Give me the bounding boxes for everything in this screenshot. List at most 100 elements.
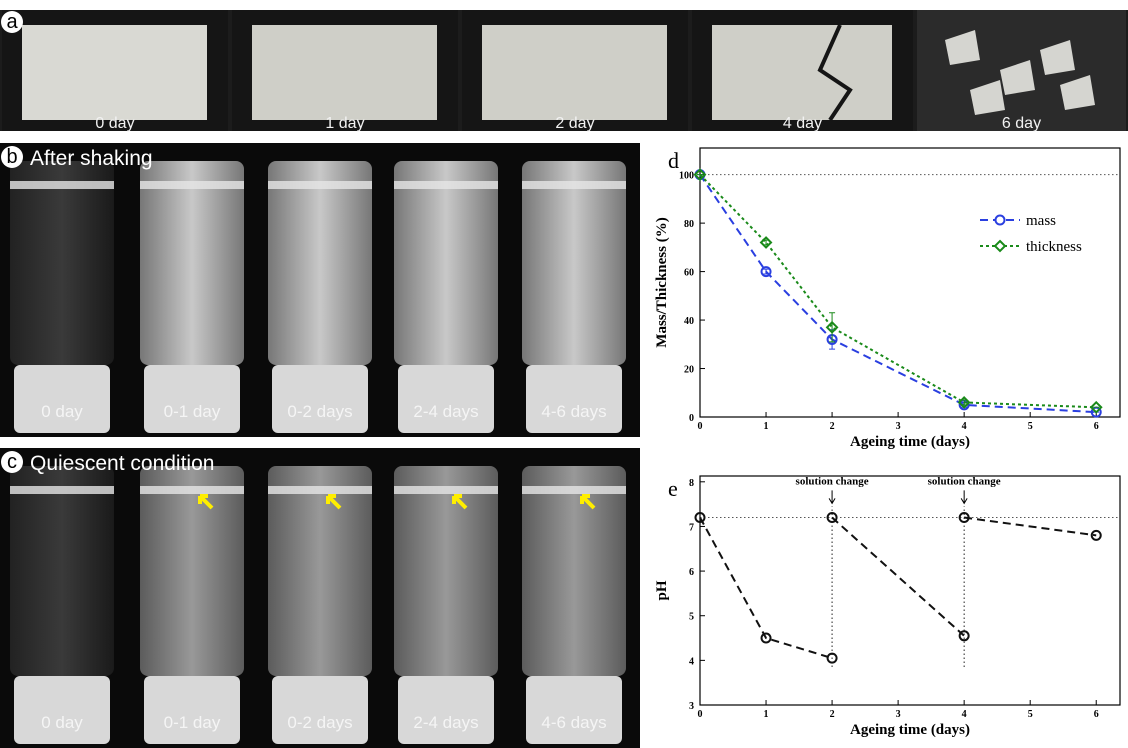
- marker: [825, 320, 839, 334]
- marker: [760, 632, 772, 644]
- x-tick-label: 6: [1094, 421, 1099, 432]
- marker: [693, 168, 707, 182]
- panel-title: After shaking: [30, 147, 153, 170]
- panel-letter-bg: [1, 451, 23, 473]
- panel-letter-bg: [1, 11, 23, 33]
- panel-letter: d: [668, 148, 679, 173]
- film-piece: [1060, 75, 1095, 110]
- film-piece: [1040, 40, 1075, 75]
- photo-caption: 1 day: [325, 115, 364, 132]
- marker: [694, 512, 706, 524]
- photo-caption: 2 day: [555, 115, 594, 132]
- vial-cap: [144, 676, 240, 744]
- y-tick-label: 40: [684, 316, 694, 327]
- panel-letter: b: [6, 146, 17, 168]
- vial-rim: [394, 486, 498, 494]
- film: [22, 25, 207, 120]
- legend-label: thickness: [1026, 239, 1082, 255]
- vial-cap: [144, 365, 240, 433]
- vial: [268, 161, 372, 365]
- legend-marker: [994, 214, 1006, 226]
- plot-frame: [699, 147, 1121, 418]
- legend-marker: [993, 239, 1007, 253]
- marker: [759, 236, 773, 249]
- legend-label: mass: [1026, 213, 1056, 229]
- marker: [1089, 400, 1103, 414]
- vial-rim: [140, 486, 244, 494]
- x-axis-label: Ageing time (days): [850, 722, 970, 738]
- y-tick-label: 100: [679, 171, 694, 182]
- photo-caption: 0-1 day: [164, 713, 221, 732]
- panel-letter: c: [7, 451, 17, 473]
- vial-rim: [394, 181, 498, 189]
- y-tick-label: 6: [689, 567, 694, 578]
- vial-cap: [398, 365, 494, 433]
- y-tick-label: 20: [684, 365, 694, 376]
- x-tick-label: 1: [764, 709, 769, 720]
- x-tick-label: 0: [698, 421, 703, 432]
- yellow-arrow: [580, 494, 596, 510]
- yellow-arrow: [198, 494, 214, 510]
- x-tick-label: 1: [764, 421, 769, 432]
- marker: [957, 396, 971, 409]
- annotation: solution change: [928, 475, 1001, 487]
- x-tick-label: 2: [830, 421, 835, 432]
- y-tick-label: 4: [689, 656, 694, 667]
- y-axis-label: Mass/Thickness (%): [654, 217, 670, 347]
- plot-frame: [699, 475, 1121, 706]
- photo-caption: 2-4 days: [413, 402, 478, 421]
- series-line: [699, 516, 1097, 660]
- y-tick-label: 7: [689, 522, 694, 533]
- y-tick-label: 0: [689, 413, 694, 424]
- series-line: [699, 174, 1097, 414]
- series-line: [699, 173, 1097, 409]
- photo-caption: 0 day: [41, 713, 83, 732]
- marker: [958, 512, 970, 524]
- vial: [522, 466, 626, 676]
- vial-cap: [272, 676, 368, 744]
- film: [482, 25, 667, 120]
- x-tick-label: 4: [962, 709, 967, 720]
- x-axis-label: Ageing time (days): [850, 434, 970, 450]
- photo-caption: 0-1 day: [164, 402, 221, 421]
- vial: [10, 466, 114, 676]
- marker: [760, 266, 772, 278]
- vial: [268, 466, 372, 676]
- yellow-arrow: [452, 494, 468, 510]
- film: [252, 25, 437, 120]
- annotation: solution change: [796, 475, 869, 487]
- marker: [958, 630, 970, 642]
- x-tick-label: 3: [896, 709, 901, 720]
- vial: [394, 161, 498, 365]
- x-tick-label: 6: [1094, 709, 1099, 720]
- vial-rim: [522, 181, 626, 189]
- y-tick-label: 3: [689, 701, 694, 712]
- marker: [1090, 529, 1102, 541]
- error-bar: [763, 268, 770, 275]
- annotation-arrow: [828, 490, 836, 505]
- panel-letter: a: [6, 11, 18, 33]
- film-piece: [970, 80, 1005, 115]
- y-tick-label: 5: [689, 612, 694, 623]
- y-tick-label: 80: [684, 219, 694, 230]
- film-crack: [817, 24, 853, 122]
- vial: [140, 161, 244, 365]
- vial-cap: [398, 676, 494, 744]
- photo-caption: 4-6 days: [541, 402, 606, 421]
- photo-caption: 6 day: [1002, 115, 1041, 132]
- vial-cap: [526, 365, 622, 433]
- vial-rim: [10, 486, 114, 494]
- vial-rim: [522, 486, 626, 494]
- vial-cap: [14, 676, 110, 744]
- panel-letter-bg: [1, 146, 23, 168]
- film: [712, 25, 892, 120]
- photo-caption: 0 day: [41, 402, 83, 421]
- vial: [394, 466, 498, 676]
- vial-rim: [140, 181, 244, 189]
- x-tick-label: 0: [698, 709, 703, 720]
- vial-cap: [14, 365, 110, 433]
- photo-caption: 4 day: [783, 115, 822, 132]
- vial: [140, 466, 244, 676]
- vial-cap: [526, 676, 622, 744]
